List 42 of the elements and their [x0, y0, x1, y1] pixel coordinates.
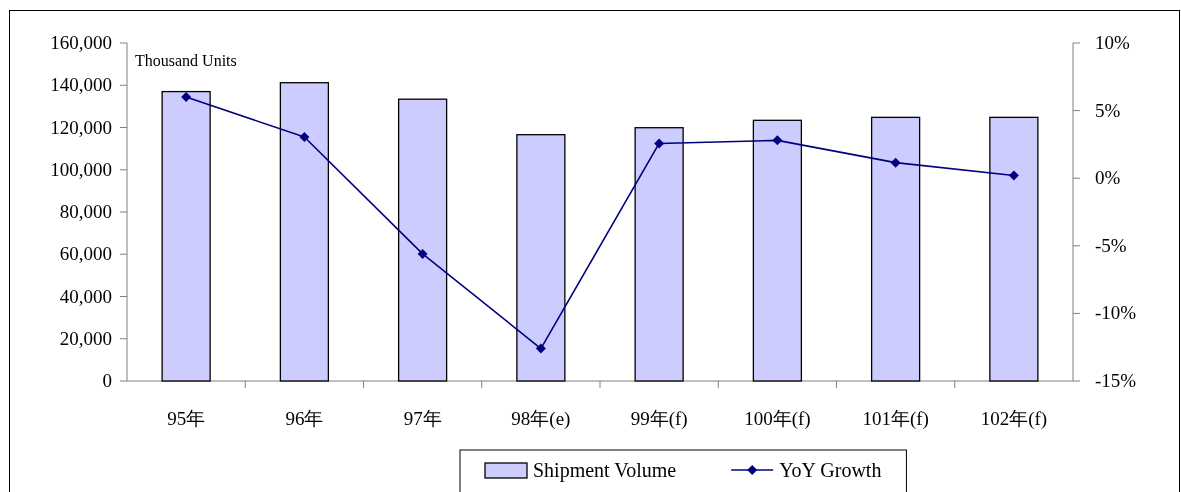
x-tick-label: 100年(f): [744, 408, 811, 430]
y-tick-label: 160,000: [50, 32, 112, 53]
y-tick-label: 40,000: [59, 285, 112, 307]
bar: [752, 119, 803, 382]
y-axis-title: Thousand Units: [135, 52, 237, 69]
y-tick-label: 20,000: [59, 327, 112, 349]
x-tick-label: 98年(e): [511, 408, 571, 430]
point: [772, 135, 783, 146]
bar: [634, 127, 684, 382]
bar: [870, 116, 921, 382]
point: [535, 343, 546, 354]
x-tick-label: 102年(f): [980, 408, 1048, 430]
point: [1008, 170, 1019, 181]
legend-label: YoY Growth: [779, 459, 882, 481]
y2-tick-label: 5%: [1095, 99, 1121, 121]
point: [181, 92, 192, 103]
y2-tick-label: -5%: [1095, 234, 1127, 256]
point: [417, 248, 428, 259]
bar: [516, 134, 566, 382]
point: [890, 157, 901, 168]
y2-tick-label: -10%: [1095, 302, 1137, 324]
bar: [161, 90, 211, 382]
y-tick-label: 140,000: [50, 74, 112, 96]
y2-tick-label: 0%: [1095, 167, 1121, 189]
bar: [989, 116, 1039, 382]
bar: [279, 82, 330, 382]
x-tick-label: 99年(f): [630, 408, 688, 430]
legend-label: Shipment Volume: [533, 459, 677, 482]
y-tick-label: 80,000: [59, 201, 112, 222]
point: [299, 131, 310, 142]
y-tick-label: 0: [102, 370, 112, 391]
x-tick-label: 101年(f): [862, 408, 929, 430]
point: [654, 138, 665, 149]
y2-tick-label: -15%: [1095, 370, 1137, 391]
x-tick-label: 95年: [167, 408, 206, 429]
x-tick-label: 97年: [403, 408, 442, 429]
y2-tick-label: 10%: [1095, 32, 1130, 53]
y-tick-label: 60,000: [59, 243, 112, 265]
y-tick-label: 100,000: [50, 158, 112, 180]
bar: [397, 98, 448, 382]
x-tick-label: 96年: [285, 408, 324, 429]
y-tick-label: 120,000: [50, 116, 112, 138]
